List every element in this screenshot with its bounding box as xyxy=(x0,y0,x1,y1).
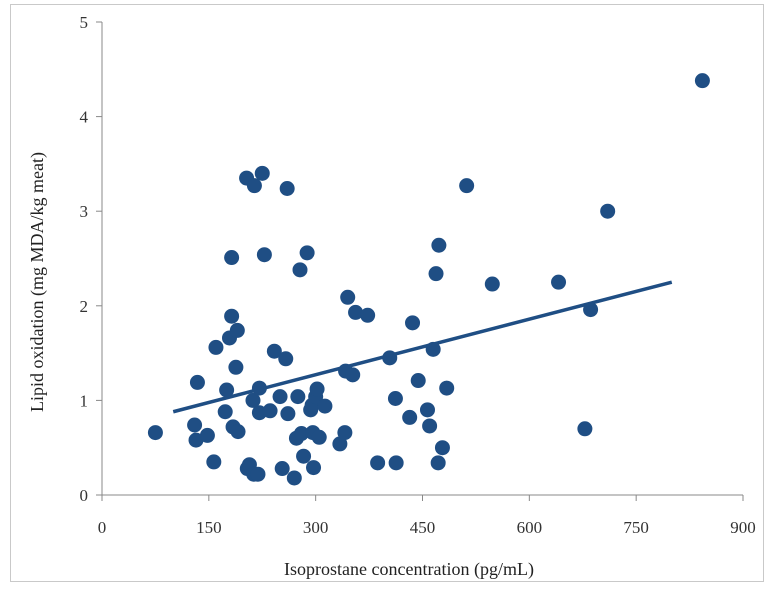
data-point xyxy=(274,461,290,477)
data-point xyxy=(286,470,302,486)
data-point xyxy=(254,165,270,181)
data-point xyxy=(459,178,475,194)
data-point xyxy=(278,351,294,367)
data-point xyxy=(217,404,233,420)
data-point xyxy=(419,402,435,418)
data-point xyxy=(296,448,312,464)
data-point xyxy=(208,339,224,355)
data-point xyxy=(290,389,306,405)
data-point xyxy=(360,307,376,323)
data-point xyxy=(345,367,361,383)
data-point xyxy=(402,409,418,425)
data-point xyxy=(228,359,244,375)
data-point xyxy=(430,455,446,471)
data-point xyxy=(340,289,356,305)
data-point xyxy=(600,203,616,219)
data-point xyxy=(272,389,288,405)
y-tick-label: 4 xyxy=(80,108,89,127)
x-axis-title: Isoprostane concentration (pg/mL) xyxy=(284,559,534,580)
y-axis-title: Lipid oxidation (mg MDA/kg meat) xyxy=(27,152,48,412)
data-point xyxy=(410,373,426,389)
data-point xyxy=(370,455,386,471)
x-tick-label: 300 xyxy=(303,518,329,537)
chart-frame xyxy=(10,4,764,582)
data-point xyxy=(348,304,364,320)
data-point xyxy=(224,250,240,266)
data-point xyxy=(189,374,205,390)
data-point xyxy=(266,343,282,359)
x-tick-label: 450 xyxy=(410,518,436,537)
data-point xyxy=(382,350,398,366)
data-point xyxy=(311,429,327,445)
y-tick-label: 0 xyxy=(80,486,89,505)
data-point xyxy=(280,406,296,422)
data-point xyxy=(422,418,438,434)
x-tick-label: 0 xyxy=(98,518,107,537)
data-point xyxy=(250,466,266,482)
x-tick-label: 150 xyxy=(196,518,222,537)
data-point xyxy=(551,274,567,290)
data-point xyxy=(425,341,441,357)
data-point xyxy=(306,460,322,476)
trend-line xyxy=(172,280,673,414)
data-point xyxy=(405,315,421,331)
data-point xyxy=(199,427,215,443)
data-point xyxy=(439,380,455,396)
data-point xyxy=(299,245,315,261)
data-point xyxy=(583,302,599,318)
x-tick-label: 600 xyxy=(517,518,543,537)
data-point xyxy=(694,73,710,89)
data-point xyxy=(229,322,245,338)
y-tick-label: 3 xyxy=(80,202,89,221)
data-point xyxy=(219,382,235,398)
x-tick-label: 750 xyxy=(623,518,649,537)
data-point xyxy=(388,455,404,471)
tick-labels: 0 150 300 450 600 750 900 0 1 2 3 4 5 xyxy=(80,13,756,537)
y-tick-label: 2 xyxy=(80,297,89,316)
data-point xyxy=(484,276,500,292)
data-point xyxy=(577,421,593,437)
data-points xyxy=(147,73,710,486)
data-point xyxy=(279,180,295,196)
data-point xyxy=(256,247,272,263)
data-point xyxy=(262,403,278,419)
data-point xyxy=(246,178,262,194)
y-tick-label: 5 xyxy=(80,13,89,32)
data-point xyxy=(224,308,240,324)
data-point xyxy=(206,454,222,470)
data-point xyxy=(309,381,325,397)
data-point xyxy=(434,440,450,456)
data-point xyxy=(387,391,403,407)
data-point xyxy=(317,398,333,414)
data-point xyxy=(187,417,203,433)
data-point xyxy=(188,432,204,448)
data-point xyxy=(147,425,163,441)
data-point xyxy=(230,424,246,440)
data-point xyxy=(337,425,353,441)
data-point xyxy=(293,426,309,442)
data-point xyxy=(251,380,267,396)
axes xyxy=(96,21,744,501)
data-point xyxy=(428,266,444,282)
data-point xyxy=(245,392,261,408)
data-point xyxy=(431,237,447,253)
data-point xyxy=(292,262,308,278)
x-tick-label: 900 xyxy=(730,518,756,537)
data-point xyxy=(332,436,348,452)
y-tick-label: 1 xyxy=(80,391,89,410)
